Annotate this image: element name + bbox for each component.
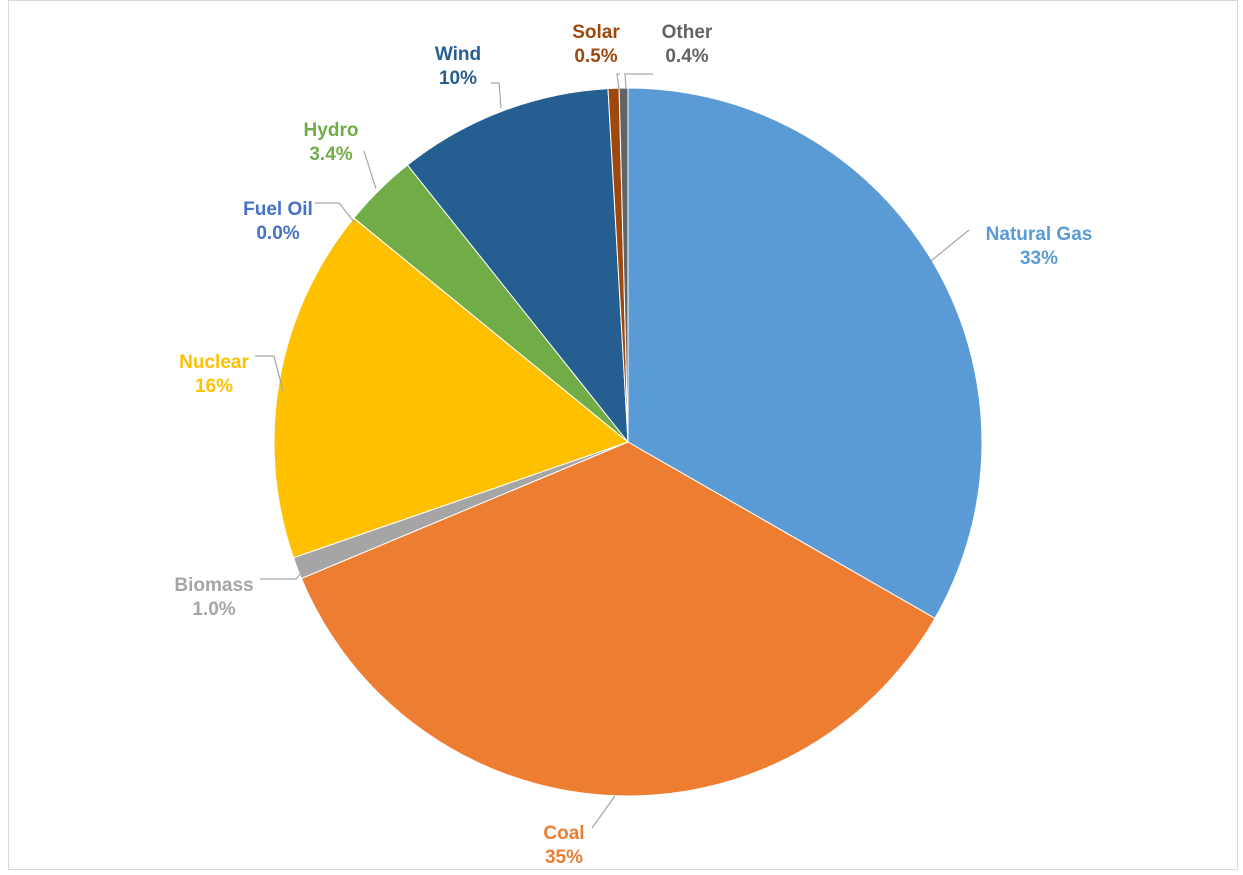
leader-lines bbox=[255, 73, 970, 829]
slice-value-solar: 0.5% bbox=[574, 46, 617, 67]
slice-wind bbox=[406, 88, 629, 444]
slice-value-hydro: 3.4% bbox=[309, 144, 352, 165]
slice-name-fuel-oil: Fuel Oil bbox=[243, 199, 313, 220]
leader-line-natural-gas bbox=[930, 229, 970, 262]
leader-line-wind bbox=[491, 82, 502, 109]
slice-value-coal: 35% bbox=[545, 847, 583, 868]
slice-name-nuclear: Nuclear bbox=[179, 352, 249, 373]
slice-value-fuel-oil: 0.0% bbox=[256, 223, 299, 244]
leader-line-fuel-oil bbox=[315, 202, 356, 224]
slice-name-natural-gas: Natural Gas bbox=[986, 224, 1093, 245]
slice-nuclear bbox=[273, 217, 630, 559]
data-labels: Natural Gas 33% Coal 35% Biomass 1.0% Nuclear 1… bbox=[174, 22, 1092, 868]
leader-line-nuclear bbox=[255, 355, 284, 392]
slice-value-natural-gas: 33% bbox=[1020, 248, 1058, 269]
chart-area: Natural Gas 33% Coal 35% Biomass 1.0% Nuclear 1… bbox=[8, 0, 1238, 870]
slice-name-solar: Solar bbox=[572, 22, 620, 43]
pie-slices bbox=[273, 87, 983, 797]
slice-value-biomass: 1.0% bbox=[192, 599, 235, 620]
slice-name-coal: Coal bbox=[543, 823, 584, 844]
slice-name-biomass: Biomass bbox=[174, 575, 253, 596]
leader-line-coal bbox=[591, 795, 616, 829]
slice-coal bbox=[300, 441, 936, 797]
slice-natural-gas bbox=[627, 87, 983, 620]
pie-chart: Natural Gas 33% Coal 35% Biomass 1.0% Nuclear 1… bbox=[174, 22, 1092, 868]
slice-name-other: Other bbox=[662, 22, 713, 43]
slice-value-nuclear: 16% bbox=[195, 376, 233, 397]
slice-name-wind: Wind bbox=[435, 44, 481, 65]
leader-line-biomass bbox=[260, 572, 302, 580]
slice-value-other: 0.4% bbox=[665, 46, 708, 67]
leader-line-solar bbox=[616, 73, 620, 90]
slice-name-hydro: Hydro bbox=[304, 120, 359, 141]
leader-line-other bbox=[624, 73, 653, 90]
leader-line-hydro bbox=[363, 150, 377, 190]
slice-value-wind: 10% bbox=[439, 68, 477, 89]
